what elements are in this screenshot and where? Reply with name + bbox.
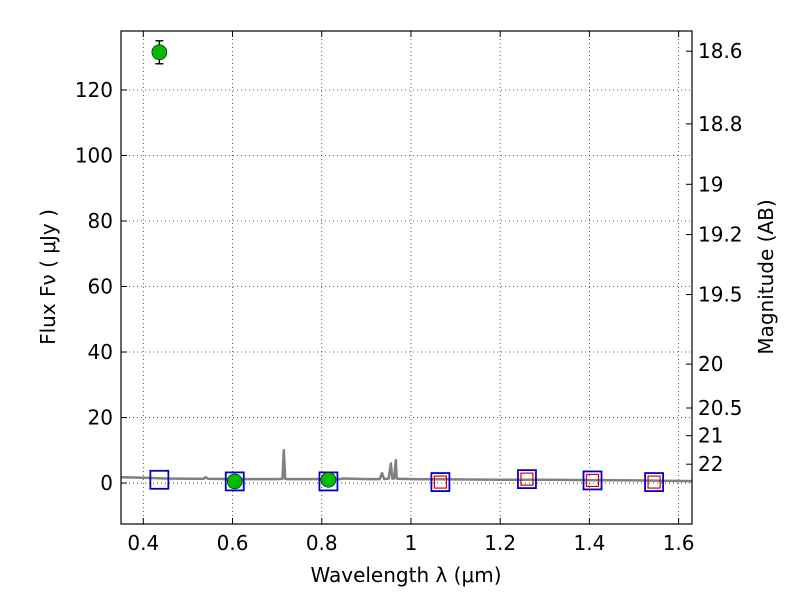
observed-flux-point <box>151 44 168 61</box>
mag-tick-label: 22 <box>698 452 723 476</box>
upper-limit-square <box>520 472 534 486</box>
x-tick-label: 0.4 <box>127 531 159 555</box>
upper-limit-square <box>647 475 661 489</box>
mag-tick-label: 18.6 <box>698 39 743 63</box>
tick-labels: 0.4 0.6 0.8 1 1.2 1.4 1.6 0 20 40 60 80 100 120 18.6 18… <box>75 39 743 555</box>
mag-tick-label: 19 <box>698 172 723 196</box>
model-flux-square <box>517 469 537 490</box>
x-tick-label: 1.2 <box>484 531 516 555</box>
y-tick-label: 40 <box>88 340 113 364</box>
x-axis-title: Wavelength λ (μm) <box>310 563 501 587</box>
x-tick-label: 0.8 <box>306 531 338 555</box>
model-flux-square <box>582 470 603 491</box>
y-tick-label: 120 <box>75 78 113 102</box>
y-tick-label: 0 <box>100 471 113 495</box>
mag-tick-label: 20.5 <box>698 396 743 420</box>
observed-flux-point <box>320 471 337 488</box>
model-flux-square <box>644 472 664 492</box>
y-axis-title-left: Flux Fν ( μJy ) <box>36 209 60 345</box>
x-tick-label: 1.4 <box>573 531 605 555</box>
axis-ticks <box>121 31 692 524</box>
mag-tick-label: 20 <box>698 352 723 376</box>
y-axis-title-right: Magnitude (AB) <box>754 199 778 354</box>
y-tick-label: 60 <box>88 275 113 299</box>
x-tick-label: 0.6 <box>217 531 249 555</box>
model-flux-square <box>430 472 451 492</box>
mag-tick-label: 21 <box>698 424 723 448</box>
observed-flux-point <box>226 473 243 490</box>
spectrum-series <box>120 449 693 483</box>
spectrum-line <box>120 449 693 483</box>
mag-tick-label: 19.5 <box>698 283 743 307</box>
model-flux-square <box>224 471 245 492</box>
upper-limit-square <box>433 475 448 489</box>
upper-limit-square <box>585 473 600 488</box>
mag-tick-label: 18.8 <box>698 112 743 136</box>
grid-lines <box>121 31 692 524</box>
y-tick-label: 100 <box>75 143 113 167</box>
x-tick-label: 1 <box>405 531 418 555</box>
y-tick-label: 80 <box>88 209 113 233</box>
x-tick-label: 1.6 <box>663 531 695 555</box>
photometry-markers <box>149 40 664 492</box>
plot-frame <box>120 30 693 525</box>
y-tick-label: 20 <box>88 406 113 430</box>
mag-tick-label: 19.2 <box>698 223 743 247</box>
model-flux-square <box>149 469 170 490</box>
